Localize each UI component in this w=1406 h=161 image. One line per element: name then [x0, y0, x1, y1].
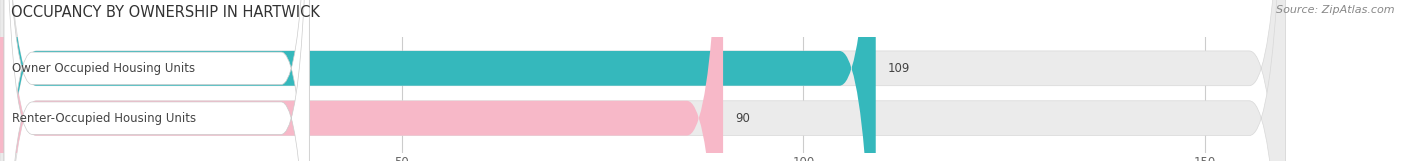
Text: Renter-Occupied Housing Units: Renter-Occupied Housing Units — [13, 112, 197, 125]
Text: Source: ZipAtlas.com: Source: ZipAtlas.com — [1277, 5, 1395, 15]
FancyBboxPatch shape — [4, 0, 309, 161]
FancyBboxPatch shape — [0, 0, 723, 161]
FancyBboxPatch shape — [0, 0, 1285, 161]
Text: Owner Occupied Housing Units: Owner Occupied Housing Units — [13, 62, 195, 75]
FancyBboxPatch shape — [4, 0, 309, 161]
FancyBboxPatch shape — [0, 0, 1285, 161]
Text: OCCUPANCY BY OWNERSHIP IN HARTWICK: OCCUPANCY BY OWNERSHIP IN HARTWICK — [11, 5, 321, 20]
Text: 90: 90 — [735, 112, 749, 125]
Text: 109: 109 — [887, 62, 910, 75]
FancyBboxPatch shape — [0, 0, 876, 161]
